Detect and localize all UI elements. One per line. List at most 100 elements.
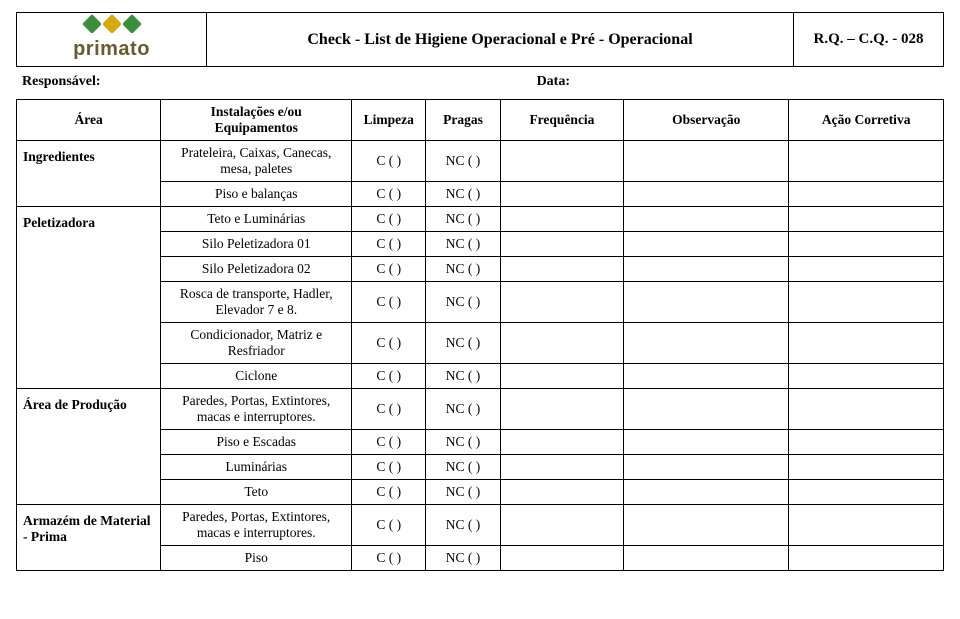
document-title: Check - List de Higiene Operacional e Pr… xyxy=(207,13,794,67)
area-cell: Peletizadora xyxy=(17,207,161,389)
acao-cell xyxy=(789,480,944,505)
limpeza-c: C ( ) xyxy=(352,505,426,546)
obs-cell xyxy=(624,141,789,182)
responsavel-label: Responsável: xyxy=(16,71,146,93)
acao-cell xyxy=(789,546,944,571)
responsavel-value xyxy=(146,71,516,93)
col-freq: Frequência xyxy=(500,100,624,141)
freq-cell xyxy=(500,232,624,257)
column-header-row: Área Instalações e/ou Equipamentos Limpe… xyxy=(17,100,944,141)
acao-cell xyxy=(789,141,944,182)
area-cell: Ingredientes xyxy=(17,141,161,207)
installation-cell: Teto xyxy=(161,480,352,505)
pragas-nc: NC ( ) xyxy=(426,182,500,207)
acao-cell xyxy=(789,282,944,323)
table-row: PeletizadoraTeto e LumináriasC ( )NC ( ) xyxy=(17,207,944,232)
installation-cell: Teto e Luminárias xyxy=(161,207,352,232)
obs-cell xyxy=(624,455,789,480)
freq-cell xyxy=(500,323,624,364)
obs-cell xyxy=(624,430,789,455)
col-acao: Ação Corretiva xyxy=(789,100,944,141)
pragas-nc: NC ( ) xyxy=(426,546,500,571)
obs-cell xyxy=(624,257,789,282)
installation-cell: Condicionador, Matriz e Resfriador xyxy=(161,323,352,364)
obs-cell xyxy=(624,182,789,207)
pragas-nc: NC ( ) xyxy=(426,207,500,232)
data-label: Data: xyxy=(516,71,576,93)
obs-cell xyxy=(624,546,789,571)
col-area: Área xyxy=(17,100,161,141)
table-row: Área de ProduçãoParedes, Portas, Extinto… xyxy=(17,389,944,430)
freq-cell xyxy=(500,364,624,389)
pragas-nc: NC ( ) xyxy=(426,455,500,480)
table-row: IngredientesPrateleira, Caixas, Canecas,… xyxy=(17,141,944,182)
table-body: IngredientesPrateleira, Caixas, Canecas,… xyxy=(17,141,944,571)
installation-cell: Paredes, Portas, Extintores, macas e int… xyxy=(161,505,352,546)
obs-cell xyxy=(624,207,789,232)
installation-cell: Prateleira, Caixas, Canecas, mesa, palet… xyxy=(161,141,352,182)
pragas-nc: NC ( ) xyxy=(426,232,500,257)
area-cell: Área de Produção xyxy=(17,389,161,505)
col-limpeza: Limpeza xyxy=(352,100,426,141)
acao-cell xyxy=(789,323,944,364)
freq-cell xyxy=(500,141,624,182)
limpeza-c: C ( ) xyxy=(352,455,426,480)
pragas-nc: NC ( ) xyxy=(426,389,500,430)
freq-cell xyxy=(500,505,624,546)
leaf-icon xyxy=(102,14,122,34)
acao-cell xyxy=(789,430,944,455)
obs-cell xyxy=(624,505,789,546)
acao-cell xyxy=(789,182,944,207)
data-value xyxy=(576,71,944,93)
freq-cell xyxy=(500,257,624,282)
freq-cell xyxy=(500,282,624,323)
limpeza-c: C ( ) xyxy=(352,364,426,389)
obs-cell xyxy=(624,480,789,505)
obs-cell xyxy=(624,389,789,430)
limpeza-c: C ( ) xyxy=(352,389,426,430)
limpeza-c: C ( ) xyxy=(352,546,426,571)
meta-row: Responsável: Data: xyxy=(16,71,944,93)
installation-cell: Luminárias xyxy=(161,455,352,480)
pragas-nc: NC ( ) xyxy=(426,141,500,182)
installation-cell: Piso e balanças xyxy=(161,182,352,207)
installation-cell: Silo Peletizadora 01 xyxy=(161,232,352,257)
logo-cell: primato xyxy=(17,13,207,67)
pragas-nc: NC ( ) xyxy=(426,480,500,505)
pragas-nc: NC ( ) xyxy=(426,323,500,364)
brand-name: primato xyxy=(73,38,150,61)
header-table: primato Check - List de Higiene Operacio… xyxy=(16,12,944,67)
freq-cell xyxy=(500,480,624,505)
col-obs: Observação xyxy=(624,100,789,141)
freq-cell xyxy=(500,207,624,232)
installation-cell: Piso xyxy=(161,546,352,571)
limpeza-c: C ( ) xyxy=(352,182,426,207)
pragas-nc: NC ( ) xyxy=(426,505,500,546)
limpeza-c: C ( ) xyxy=(352,257,426,282)
leaf-icon xyxy=(82,14,102,34)
obs-cell xyxy=(624,364,789,389)
obs-cell xyxy=(624,232,789,257)
acao-cell xyxy=(789,505,944,546)
acao-cell xyxy=(789,207,944,232)
pragas-nc: NC ( ) xyxy=(426,257,500,282)
col-pragas: Pragas xyxy=(426,100,500,141)
installation-cell: Piso e Escadas xyxy=(161,430,352,455)
freq-cell xyxy=(500,389,624,430)
limpeza-c: C ( ) xyxy=(352,430,426,455)
limpeza-c: C ( ) xyxy=(352,141,426,182)
freq-cell xyxy=(500,182,624,207)
col-inst: Instalações e/ou Equipamentos xyxy=(161,100,352,141)
acao-cell xyxy=(789,389,944,430)
freq-cell xyxy=(500,546,624,571)
obs-cell xyxy=(624,282,789,323)
installation-cell: Rosca de transporte, Hadler, Elevador 7 … xyxy=(161,282,352,323)
pragas-nc: NC ( ) xyxy=(426,430,500,455)
freq-cell xyxy=(500,455,624,480)
limpeza-c: C ( ) xyxy=(352,232,426,257)
logo-leaves xyxy=(84,19,140,38)
pragas-nc: NC ( ) xyxy=(426,282,500,323)
acao-cell xyxy=(789,232,944,257)
area-cell: Armazém de Material - Prima xyxy=(17,505,161,571)
installation-cell: Ciclone xyxy=(161,364,352,389)
